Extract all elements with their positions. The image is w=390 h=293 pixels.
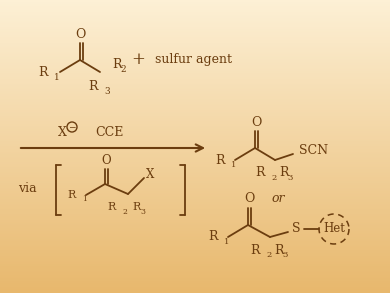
- Text: R: R: [216, 154, 225, 166]
- Text: R: R: [250, 243, 260, 256]
- Text: R: R: [89, 79, 98, 93]
- Text: X: X: [146, 168, 154, 180]
- Text: or: or: [271, 192, 285, 205]
- Text: 1: 1: [82, 195, 87, 203]
- Text: 1: 1: [54, 72, 60, 81]
- Text: 3: 3: [287, 174, 292, 182]
- Text: S: S: [292, 222, 301, 234]
- Text: R: R: [112, 57, 122, 71]
- Text: +: +: [131, 52, 145, 69]
- Text: R: R: [209, 231, 218, 243]
- Text: 3: 3: [282, 251, 287, 259]
- Text: R: R: [68, 190, 76, 200]
- Text: via: via: [18, 181, 37, 195]
- Text: Het: Het: [323, 222, 345, 236]
- Text: R: R: [274, 243, 284, 256]
- Text: O: O: [251, 115, 261, 129]
- Text: CCE: CCE: [95, 127, 123, 139]
- Text: R: R: [279, 166, 289, 180]
- Text: 1: 1: [224, 238, 229, 246]
- Text: 2: 2: [271, 174, 276, 182]
- Text: 2: 2: [122, 208, 127, 216]
- Text: O: O: [101, 154, 111, 166]
- Text: R: R: [39, 66, 48, 79]
- Text: SCN: SCN: [299, 144, 328, 156]
- Text: 3: 3: [104, 86, 110, 96]
- Text: R: R: [132, 202, 140, 212]
- Text: O: O: [244, 193, 254, 205]
- Text: sulfur agent: sulfur agent: [155, 54, 232, 67]
- Text: R: R: [108, 202, 116, 212]
- Text: −: −: [68, 122, 76, 132]
- Text: 3: 3: [140, 208, 145, 216]
- Text: X: X: [58, 127, 66, 139]
- Text: 2: 2: [266, 251, 271, 259]
- Text: 2: 2: [120, 64, 126, 74]
- Text: O: O: [75, 28, 85, 40]
- Text: R: R: [255, 166, 265, 180]
- Text: 1: 1: [231, 161, 236, 169]
